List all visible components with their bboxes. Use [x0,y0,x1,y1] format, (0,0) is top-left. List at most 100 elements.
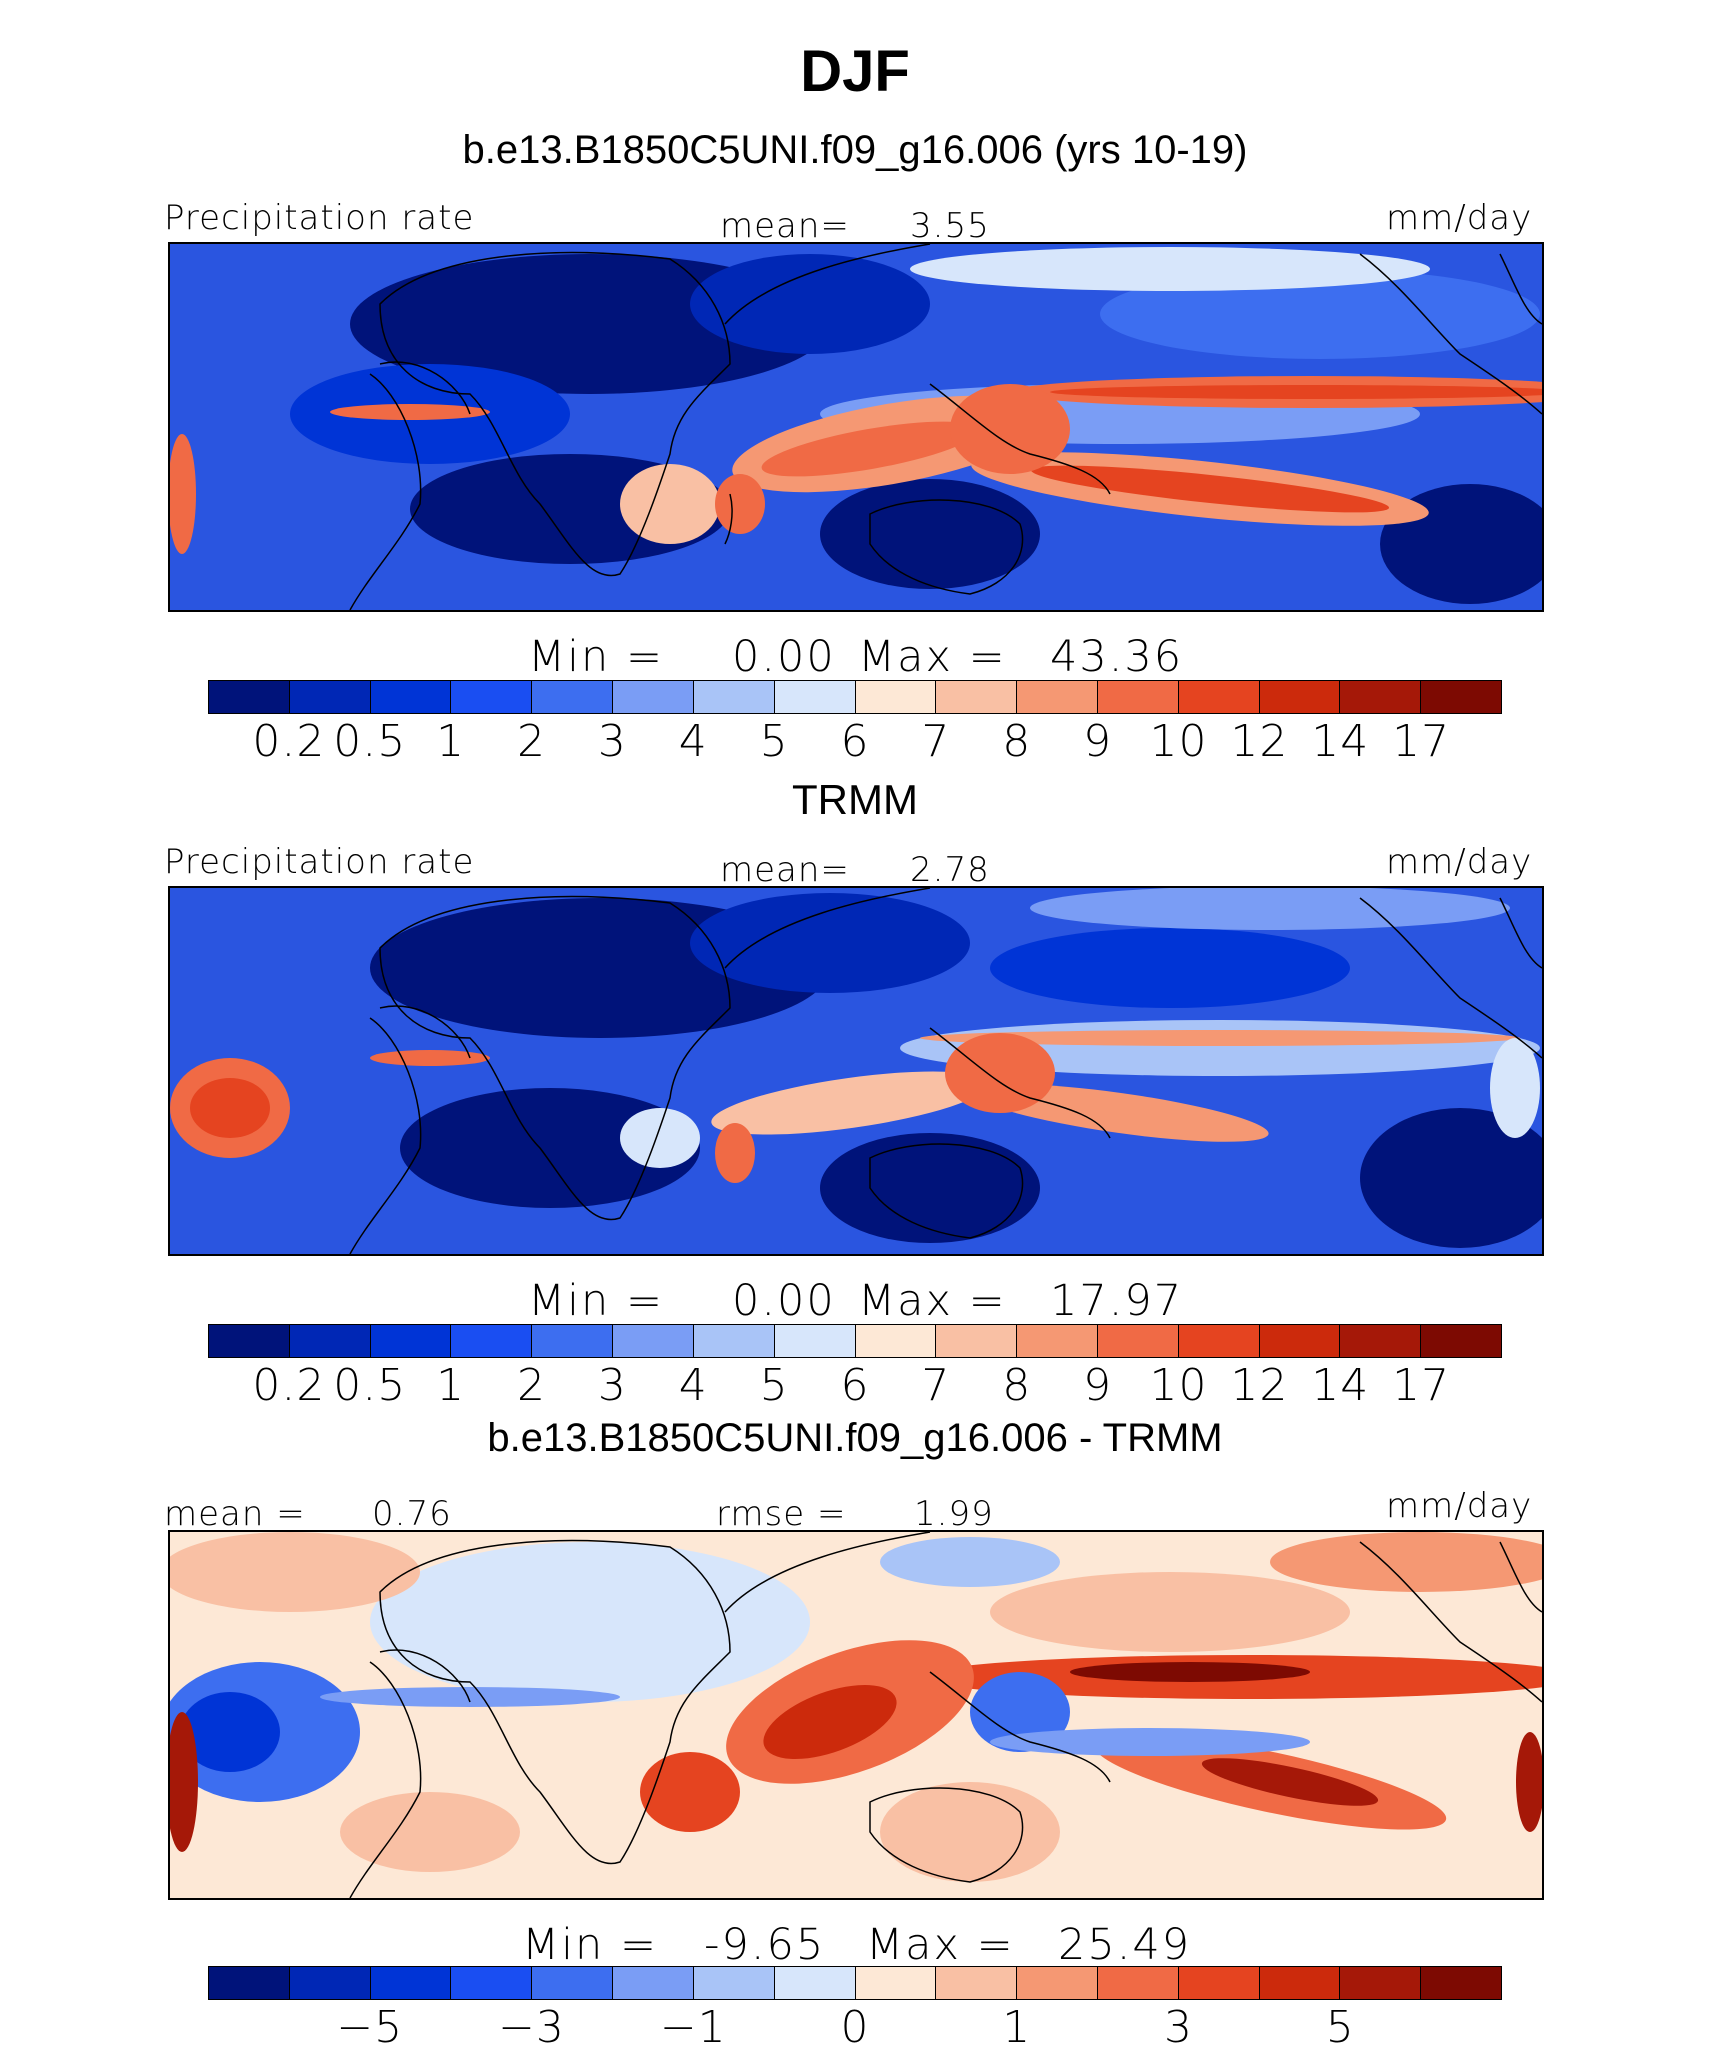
colorbar-segment [1178,681,1260,713]
panel-3-mean-label: mean = [164,1494,306,1534]
panel-3-max-label: Max = [866,1920,1015,1970]
colorbar-tick-label: 0.5 [333,716,407,767]
colorbar-tick-label: 1 [1002,2002,1032,2053]
colorbar-segment [1421,1967,1501,1999]
colorbar-segment [209,1325,290,1357]
colorbar-segment [936,1967,1018,1999]
colorbar-segment [1421,1325,1501,1357]
colorbar-segment [1421,681,1501,713]
panel-2-min-value: 0.00 [732,1276,836,1326]
colorbar-segment [451,1325,533,1357]
panel-2-max-value: 17.97 [1050,1276,1184,1326]
colorbar-tick-label: 0.2 [252,716,326,767]
colorbar-tick-label: 5 [759,716,789,767]
colorbar-segment [693,1325,775,1357]
colorbar-segment [774,1967,856,1999]
colorbar-segment [936,1325,1018,1357]
colorbar-tick-label: 6 [840,1360,870,1411]
colorbar-tick-label: 12 [1230,716,1289,767]
panel-1-min-label: Min = [528,632,664,682]
colorbar-tick-label: 1 [436,716,466,767]
panel-1-max-label: Max = [858,632,1007,682]
colorbar-tick-label: 7 [921,716,951,767]
colorbar-segment [532,681,614,713]
colorbar-segment [451,1967,533,1999]
panel-3-colorbar [208,1966,1502,2000]
colorbar-tick-label: 3 [1164,2002,1193,2053]
panel-2-heading: TRMM [792,776,918,823]
panel-3-units: mm/day [1386,1486,1533,1526]
colorbar-tick-label: 8 [1002,1360,1032,1411]
colorbar-segment [613,1967,694,1999]
panel-3-mean-value: 0.76 [372,1494,452,1534]
colorbar-segment [451,681,533,713]
colorbar-tick-label: 17 [1392,1360,1451,1411]
colorbar-segment [936,681,1018,713]
colorbar-tick-label: 8 [1002,716,1032,767]
colorbar-tick-label: 7 [921,1360,951,1411]
colorbar-segment [613,1325,694,1357]
colorbar-segment [1097,1967,1179,1999]
colorbar-tick-label: 9 [1083,716,1113,767]
panel-3-rmse-value: 1.99 [914,1494,994,1534]
panel-1-max-value: 43.36 [1050,632,1184,682]
colorbar-segment [774,1325,856,1357]
colorbar-tick-label: 9 [1083,1360,1113,1411]
panel-3-max-value: 25.49 [1058,1920,1192,1970]
colorbar-tick-label: −1 [659,2002,727,2053]
panel-1-colorbar [208,680,1502,714]
colorbar-segment [370,1967,452,1999]
panel-3-rmse-label: rmse = [716,1494,847,1534]
colorbar-segment [855,1325,937,1357]
colorbar-tick-label: 14 [1311,1360,1370,1411]
colorbar-segment [370,681,452,713]
colorbar-segment [693,1967,775,1999]
panel-1-heading: b.e13.B1850C5UNI.f09_g16.006 (yrs 10-19) [462,128,1248,172]
colorbar-tick-label: 0.5 [333,1360,407,1411]
colorbar-tick-label: −5 [336,2002,404,2053]
panel-1-map [168,242,1544,612]
colorbar-tick-label: 3 [597,1360,627,1411]
panel-1-mean-label: mean= [720,206,850,246]
colorbar-segment [1340,681,1422,713]
colorbar-segment [1017,681,1098,713]
panel-1-min-value: 0.00 [732,632,836,682]
colorbar-segment [1017,1967,1098,1999]
colorbar-segment [693,681,775,713]
colorbar-tick-label: 5 [1325,2002,1355,2053]
panel-3-heading: b.e13.B1850C5UNI.f09_g16.006 - TRMM [487,1416,1223,1460]
colorbar-tick-label: −3 [498,2002,565,2053]
colorbar-segment [209,681,290,713]
colorbar-segment [1097,681,1179,713]
colorbar-segment [1259,681,1341,713]
colorbar-tick-label: 10 [1149,1360,1208,1411]
colorbar-segment [1259,1325,1341,1357]
colorbar-tick-label: 4 [678,716,708,767]
colorbar-segment [370,1325,452,1357]
colorbar-segment [774,681,856,713]
colorbar-tick-label: 4 [678,1360,708,1411]
colorbar-segment [1340,1967,1422,1999]
colorbar-segment [613,681,694,713]
colorbar-segment [1178,1967,1260,1999]
colorbar-tick-label: 0.2 [252,1360,326,1411]
colorbar-segment [209,1967,290,1999]
colorbar-segment [289,1325,371,1357]
panel-2-variable-label: Precipitation rate [164,842,475,882]
panel-3-min-value: -9.65 [704,1920,826,1970]
figure-title: DJF [800,39,910,104]
colorbar-tick-label: 3 [597,716,627,767]
panel-1-variable-label: Precipitation rate [164,198,475,238]
colorbar-segment [1097,1325,1179,1357]
colorbar-tick-label: 17 [1392,716,1451,767]
panel-2-mean-value: 2.78 [910,850,990,890]
colorbar-tick-label: 0 [840,2002,870,2053]
colorbar-tick-label: 1 [436,1360,466,1411]
colorbar-tick-label: 5 [759,1360,789,1411]
colorbar-segment [855,681,937,713]
panel-2-units: mm/day [1386,842,1533,882]
panel-2-min-label: Min = [528,1276,664,1326]
colorbar-tick-label: 10 [1149,716,1208,767]
panel-1-mean-value: 3.55 [910,206,990,246]
colorbar-tick-label: 2 [517,716,546,767]
